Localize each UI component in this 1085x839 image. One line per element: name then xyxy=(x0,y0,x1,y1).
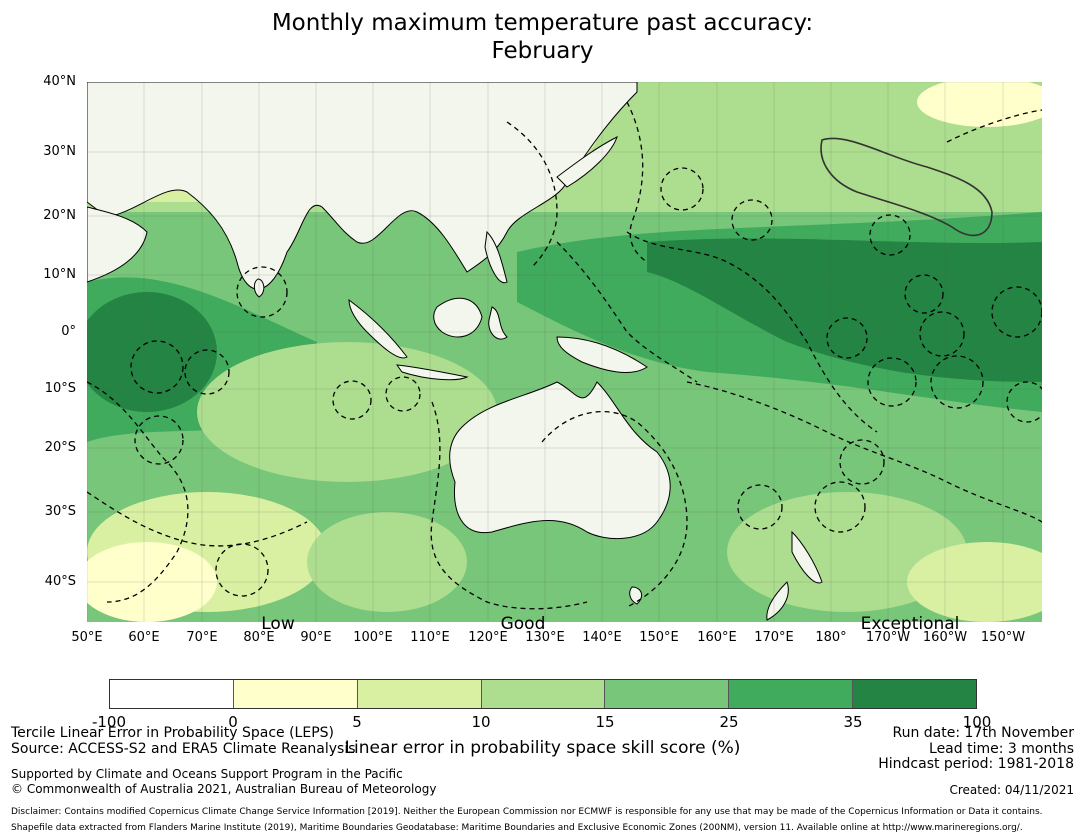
lon-label: 170°W xyxy=(865,630,911,645)
run-date-text: Run date: 17th November xyxy=(892,725,1075,741)
land-sumatra xyxy=(348,299,408,359)
colorbar-bin xyxy=(110,680,234,708)
lon-label: 100°E xyxy=(353,630,393,645)
shapefile-text: Shapefile data extracted from Flanders M… xyxy=(11,823,1023,833)
method-text: Tercile Linear Error in Probability Spac… xyxy=(11,725,334,741)
colorbar-tick: 35 xyxy=(843,713,863,731)
skill-map xyxy=(87,82,1042,622)
lat-label: 0° xyxy=(61,324,76,339)
skill-label-exceptional: Exceptional xyxy=(860,614,960,634)
hindcast-text: Hindcast period: 1981-2018 xyxy=(878,756,1074,772)
lon-label: 180° xyxy=(815,630,847,645)
lon-label: 110°E xyxy=(410,630,450,645)
colorbar-label: Linear error in probability space skill … xyxy=(344,738,741,758)
colorbar-tick: -100 xyxy=(91,713,127,731)
chart-title-line1: Monthly maximum temperature past accurac… xyxy=(271,10,814,36)
highlight-region xyxy=(820,137,993,237)
lat-label: 20°N xyxy=(43,208,76,223)
lon-label: 70°E xyxy=(186,630,218,645)
eez-boundaries xyxy=(87,101,1042,610)
lat-label: 10°N xyxy=(43,267,76,282)
colorbar-tick: 5 xyxy=(352,713,362,731)
land-borneo xyxy=(433,297,483,338)
lon-label: 120°E xyxy=(468,630,508,645)
lat-label: 40°N xyxy=(43,74,76,89)
land-new-zealand xyxy=(766,530,823,621)
land-philippines xyxy=(484,230,508,284)
land-sulawesi xyxy=(488,306,508,340)
supported-text: Supported by Climate and Oceans Support … xyxy=(11,767,403,781)
ocean-band-tropical-core xyxy=(647,238,1042,382)
lead-time-text: Lead time: 3 months xyxy=(929,741,1074,757)
colorbar-bin xyxy=(357,680,482,708)
chart-title-line2: February xyxy=(491,38,594,64)
lat-label: 40°S xyxy=(44,574,76,589)
lon-label: 60°E xyxy=(128,630,160,645)
lon-label: 150°W xyxy=(980,630,1026,645)
colorbar-tick: 15 xyxy=(595,713,615,731)
colorbar-bin xyxy=(853,680,977,708)
lon-label: 150°E xyxy=(639,630,679,645)
copyright-text: © Commonwealth of Australia 2021, Austra… xyxy=(11,782,437,796)
lon-label: 140°E xyxy=(582,630,622,645)
skill-label-low: Low xyxy=(261,614,295,634)
ocean-patch xyxy=(907,542,1042,622)
colorbar-tick: 0 xyxy=(228,713,238,731)
land-new-guinea xyxy=(556,336,648,373)
created-text: Created: 04/11/2021 xyxy=(949,783,1074,797)
lat-label: 10°S xyxy=(44,381,76,396)
lat-label: 20°S xyxy=(44,440,76,455)
ocean-patch xyxy=(307,512,467,612)
disclaimer-text: Disclaimer: Contains modified Copernicus… xyxy=(11,807,1043,817)
ocean-patch xyxy=(917,82,1042,127)
lon-label: 130°E xyxy=(525,630,565,645)
lon-label: 160°E xyxy=(697,630,737,645)
colorbar-tick: 100 xyxy=(962,713,992,731)
land-java xyxy=(395,364,469,381)
land-sri-lanka xyxy=(253,278,265,298)
colorbar-tick: 25 xyxy=(719,713,739,731)
land-asia xyxy=(87,82,638,290)
source-text: Source: ACCESS-S2 and ERA5 Climate Reana… xyxy=(11,741,356,757)
graticule xyxy=(87,82,1042,622)
land-arabia xyxy=(87,206,148,283)
ocean-patch xyxy=(87,542,217,622)
lon-label: 50°E xyxy=(71,630,103,645)
lon-label: 80°E xyxy=(243,630,275,645)
land-japan xyxy=(556,136,618,188)
lon-label: 170°E xyxy=(754,630,794,645)
colorbar-bin xyxy=(729,680,854,708)
colorbar-bin xyxy=(233,680,358,708)
colorbar-tick: 10 xyxy=(471,713,491,731)
colorbar xyxy=(109,679,977,709)
colorbar-bin xyxy=(481,680,606,708)
colorbar-bin xyxy=(605,680,730,708)
skill-label-good: Good xyxy=(500,614,546,634)
land-australia xyxy=(449,381,671,540)
lat-label: 30°N xyxy=(43,144,76,159)
lat-label: 30°S xyxy=(44,504,76,519)
ocean-patch xyxy=(87,292,217,412)
lon-label: 160°W xyxy=(922,630,968,645)
lon-label: 90°E xyxy=(300,630,332,645)
